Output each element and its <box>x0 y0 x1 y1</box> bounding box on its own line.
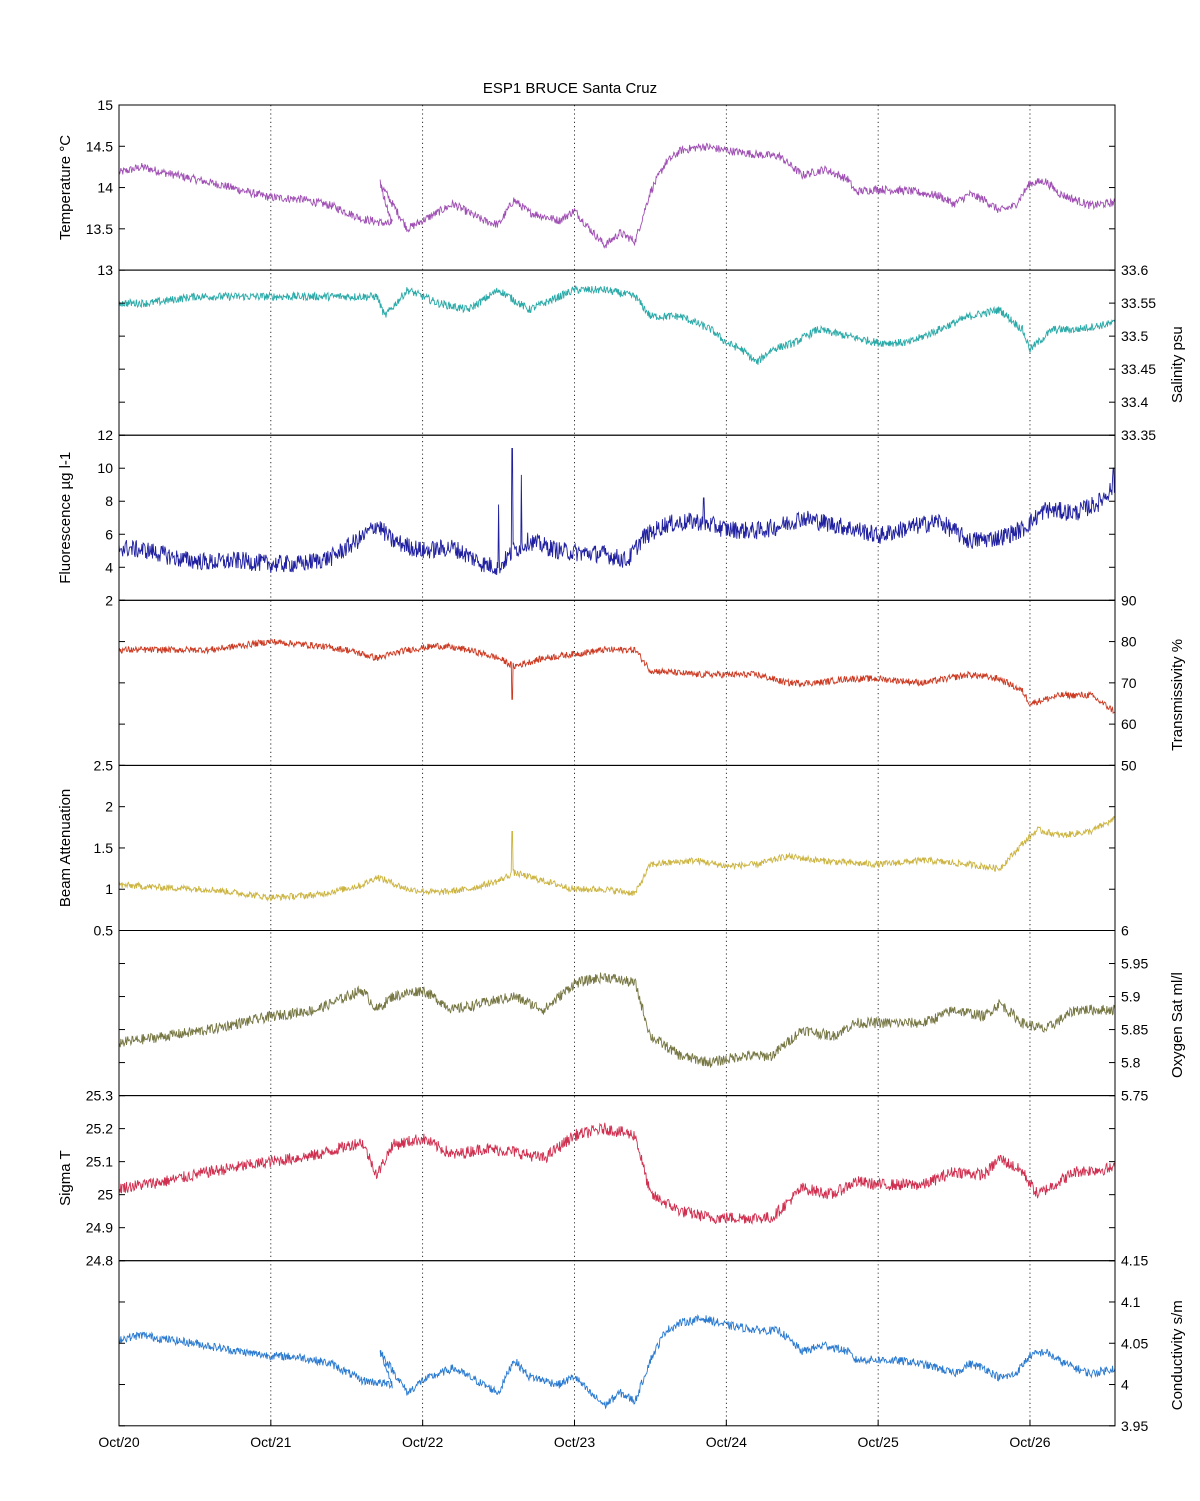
y-tick-label-transmissivity: 50 <box>1121 757 1137 773</box>
y-tick-label-salinity: 33.6 <box>1121 262 1148 278</box>
y-tick-label-conductivity: 4.05 <box>1121 1335 1148 1351</box>
y-axis-title-beam-attenuation: Beam Attenuation <box>57 789 74 907</box>
x-tick-label: Oct/24 <box>706 1434 747 1450</box>
y-tick-label-temperature: 13 <box>97 262 113 278</box>
y-tick-label-conductivity: 4.1 <box>1121 1294 1141 1310</box>
y-axis-title-sigma-t: Sigma T <box>57 1150 74 1206</box>
y-tick-label-beam-attenuation: 1.5 <box>94 840 114 856</box>
series-line-conductivity <box>118 1313 1116 1410</box>
y-tick-label-oxygen-sat: 5.75 <box>1121 1088 1148 1104</box>
y-tick-label-oxygen-sat: 5.8 <box>1121 1055 1141 1071</box>
y-tick-label-temperature: 13.5 <box>86 221 113 237</box>
x-tick-label: Oct/23 <box>554 1434 595 1450</box>
tick-labels: Oct/20 Oct/21 Oct/22 Oct/23 Oct/24 Oct/25 Oct/… <box>86 97 1156 1450</box>
y-tick-label-sigma-t: 25.3 <box>86 1088 113 1104</box>
y-tick-label-fluorescence: 2 <box>105 592 113 608</box>
y-tick-label-sigma-t: 25.1 <box>86 1154 113 1170</box>
y-tick-label-fluorescence: 10 <box>97 460 113 476</box>
panel-frame-sigma-t <box>118 1095 1116 1262</box>
y-tick-label-oxygen-sat: 5.9 <box>1121 989 1141 1005</box>
y-tick-label-transmissivity: 70 <box>1121 675 1137 691</box>
y-tick-label-oxygen-sat: 5.95 <box>1121 956 1148 972</box>
y-axis-title-fluorescence: Fluorescence µg l-1 <box>57 452 74 584</box>
y-tick-label-temperature: 14.5 <box>86 138 113 154</box>
y-tick-label-sigma-t: 24.8 <box>86 1253 113 1269</box>
y-axis-title-transmissivity: Transmissivity % <box>1169 639 1186 751</box>
x-tick-label: Oct/25 <box>858 1434 899 1450</box>
y-tick-label-conductivity: 3.95 <box>1121 1418 1148 1434</box>
panel-frame-conductivity <box>118 1260 1116 1427</box>
y-tick-label-oxygen-sat: 6 <box>1121 923 1129 939</box>
y-tick-label-sigma-t: 25 <box>97 1187 113 1203</box>
y-tick-label-salinity: 33.55 <box>1121 295 1156 311</box>
panel-frame-transmissivity <box>118 599 1116 766</box>
y-axis-title-salinity: Salinity psu <box>1169 326 1186 403</box>
y-tick-label-salinity: 33.45 <box>1121 361 1156 377</box>
series-line-sigma-t <box>118 1122 1116 1225</box>
series-line-temperature <box>118 142 1116 249</box>
series-line-salinity <box>118 285 1116 365</box>
series-lines <box>118 142 1116 1410</box>
panel-frames <box>118 104 1116 1427</box>
y-tick-label-transmissivity: 80 <box>1121 634 1137 650</box>
y-tick-label-temperature: 14 <box>97 180 113 196</box>
series-line-beam-attenuation <box>118 815 1116 902</box>
y-tick-label-fluorescence: 8 <box>105 493 113 509</box>
y-tick-label-transmissivity: 90 <box>1121 592 1137 608</box>
y-tick-label-fluorescence: 4 <box>105 559 113 575</box>
y-axis-title-oxygen-sat: Oxygen Sat ml/l <box>1169 972 1186 1078</box>
x-tick-label: Oct/20 <box>98 1434 139 1450</box>
y-tick-label-fluorescence: 6 <box>105 526 113 542</box>
series-line-transmissivity <box>118 638 1116 714</box>
y-tick-label-sigma-t: 24.9 <box>86 1220 113 1236</box>
x-tick-label: Oct/21 <box>250 1434 291 1450</box>
x-tick-label: Oct/26 <box>1009 1434 1050 1450</box>
y-tick-label-salinity: 33.5 <box>1121 328 1148 344</box>
y-axis-title-conductivity: Conductivity s/m <box>1169 1300 1186 1410</box>
y-tick-label-salinity: 33.35 <box>1121 427 1156 443</box>
panel-frame-fluorescence <box>118 434 1116 601</box>
x-tick-label: Oct/22 <box>402 1434 443 1450</box>
y-tick-label-beam-attenuation: 2.5 <box>94 757 114 773</box>
y-tick-label-conductivity: 4 <box>1121 1377 1129 1393</box>
y-tick-label-beam-attenuation: 0.5 <box>94 923 114 939</box>
y-tick-label-oxygen-sat: 5.85 <box>1121 1022 1148 1038</box>
series-line-oxygen-sat <box>118 972 1116 1068</box>
y-tick-label-beam-attenuation: 1 <box>105 881 113 897</box>
y-tick-label-conductivity: 4.15 <box>1121 1253 1148 1269</box>
y-tick-label-fluorescence: 12 <box>97 427 113 443</box>
panel-frame-temperature <box>118 104 1116 271</box>
series-line-fluorescence <box>118 447 1116 576</box>
y-tick-label-transmissivity: 60 <box>1121 716 1137 732</box>
y-tick-label-salinity: 33.4 <box>1121 394 1148 410</box>
panel-frame-beam-attenuation <box>118 764 1116 932</box>
y-tick-label-sigma-t: 25.2 <box>86 1121 113 1137</box>
y-tick-label-beam-attenuation: 2 <box>105 799 113 815</box>
axis-titles: Temperature °C Salinity psu Fluorescence µ… <box>57 135 1186 1410</box>
y-axis-title-temperature: Temperature °C <box>57 135 74 240</box>
y-tick-label-temperature: 15 <box>97 97 113 113</box>
panel-frame-salinity <box>118 269 1116 436</box>
chart-title: ESP1 BRUCE Santa Cruz <box>483 80 657 97</box>
